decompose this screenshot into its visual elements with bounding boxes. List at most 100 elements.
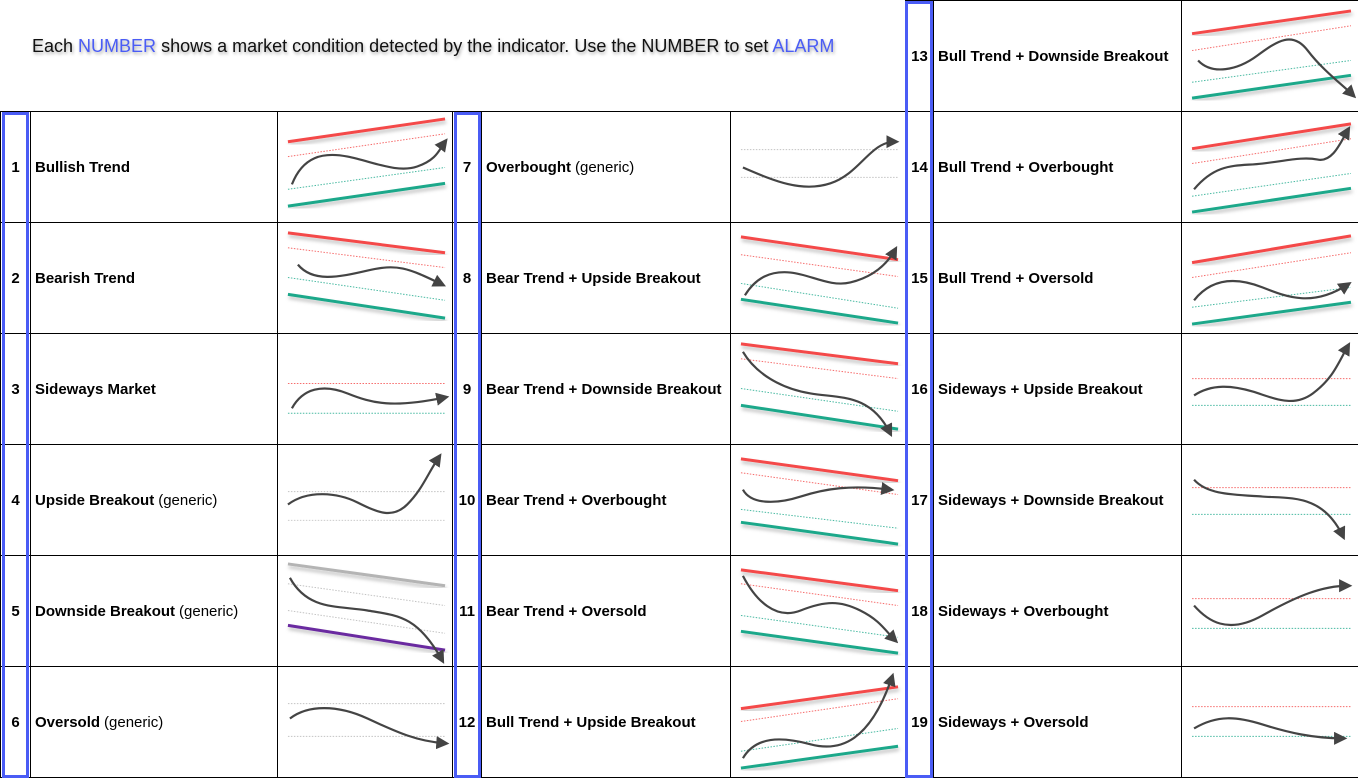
price-arrow-icon [1197, 38, 1357, 99]
condition-number: 11 [452, 555, 482, 667]
band-solid-line [740, 685, 899, 711]
condition-number: 5 [0, 555, 31, 667]
condition-number: 4 [0, 444, 31, 556]
condition-label: Bull Trend + Upside Breakout [481, 666, 731, 778]
condition-diagram [1181, 666, 1358, 778]
condition-label-text: Bear Trend + Overbought [486, 491, 667, 509]
price-arrow-icon [1193, 280, 1352, 301]
condition-diagram [277, 666, 453, 778]
condition-number-text: 11 [459, 602, 475, 620]
condition-label: Overbought (generic) [481, 111, 731, 223]
condition-number: 16 [905, 333, 934, 445]
condition-number-text: 19 [911, 713, 928, 731]
header-number-word: NUMBER [78, 36, 157, 56]
band-dotted-line [287, 277, 446, 301]
band-solid-line [740, 235, 899, 262]
band-dotted-line [287, 583, 446, 607]
band-dotted-line [740, 508, 899, 529]
band-solid-line [1191, 73, 1352, 100]
band-solid-line [1191, 122, 1352, 151]
band-dotted-line [1191, 172, 1352, 197]
condition-number-text: 8 [462, 269, 472, 287]
condition-diagram [1181, 444, 1358, 556]
band-dotted-line [1191, 59, 1352, 83]
condition-label-text: Upside Breakout [35, 491, 155, 509]
condition-label-text: Sideways + Oversold [938, 713, 1089, 731]
condition-diagram [1181, 333, 1358, 445]
condition-label: Sideways + Downside Breakout [933, 444, 1182, 556]
condition-label-text: Bear Trend + Downside Breakout [486, 380, 722, 398]
price-arrow-icon [741, 575, 899, 644]
condition-label-text: Bull Trend + Downside Breakout [938, 47, 1169, 65]
condition-label: Sideways + Overbought [933, 555, 1182, 667]
condition-number-text: 13 [911, 47, 928, 65]
condition-label-text: Bull Trend + Oversold [938, 269, 1094, 287]
band-dotted-line [740, 282, 899, 309]
condition-label-text: Oversold [35, 713, 101, 731]
condition-label: Sideways + Oversold [933, 666, 1182, 778]
price-arrow-icon [288, 577, 445, 664]
band-solid-line [740, 403, 899, 431]
band-dotted-line [287, 167, 446, 190]
condition-number: 10 [452, 444, 482, 556]
header-alarm-word: ALARM [772, 36, 835, 56]
condition-diagram [730, 555, 906, 667]
condition-label-text: Overbought [486, 158, 571, 176]
condition-diagram [277, 333, 453, 445]
condition-number-text: 7 [462, 158, 472, 176]
price-arrow-icon [741, 482, 895, 503]
band-solid-line [1191, 234, 1352, 265]
condition-number-text: 16 [911, 380, 928, 398]
price-arrow-icon [742, 135, 900, 188]
condition-label: Bull Trend + Downside Breakout [933, 0, 1182, 112]
condition-label-text: Bear Trend + Oversold [486, 602, 647, 620]
condition-number-text: 9 [462, 380, 472, 398]
price-arrow-icon [743, 245, 898, 296]
condition-number: 17 [905, 444, 934, 556]
band-solid-line [287, 292, 446, 320]
condition-diagram [277, 111, 453, 223]
band-dotted-line [740, 698, 899, 722]
price-arrow-icon [741, 351, 893, 437]
condition-label: Bear Trend + Overbought [481, 444, 731, 556]
band-dotted-line [1191, 25, 1352, 52]
condition-diagram [277, 555, 453, 667]
band-dotted-line [740, 358, 899, 380]
condition-number-text: 5 [11, 602, 20, 620]
band-solid-line [287, 231, 446, 255]
band-solid-line [287, 623, 446, 652]
condition-number-text: 12 [458, 713, 476, 731]
condition-diagram [730, 111, 906, 223]
condition-label: Sideways + Upside Breakout [933, 333, 1182, 445]
condition-number-text: 4 [11, 491, 20, 509]
condition-note: (generic) [179, 602, 239, 620]
condition-number: 13 [905, 0, 934, 112]
condition-number: 1 [0, 111, 31, 223]
condition-number-text: 17 [911, 491, 928, 509]
condition-number: 14 [905, 111, 934, 223]
condition-diagram [1181, 111, 1358, 223]
price-arrow-icon [741, 672, 896, 759]
condition-diagram [1181, 222, 1358, 334]
band-solid-line [1191, 186, 1352, 214]
condition-label-text: Sideways + Upside Breakout [938, 380, 1143, 398]
condition-label: Bull Trend + Overbought [933, 111, 1182, 223]
condition-label: Bear Trend + Upside Breakout [481, 222, 731, 334]
price-arrow-icon [297, 263, 446, 287]
header-text-1: Each [32, 36, 74, 56]
band-dotted-line [740, 583, 899, 607]
band-solid-line [1191, 9, 1352, 36]
condition-diagram [277, 444, 453, 556]
condition-label-text: Bullish Trend [35, 158, 131, 176]
price-arrow-icon [290, 387, 450, 409]
condition-diagram [1181, 0, 1358, 112]
condition-label: Downside Breakout (generic) [30, 555, 278, 667]
condition-number: 12 [452, 666, 482, 778]
condition-diagram [1181, 555, 1358, 667]
band-solid-line [740, 744, 899, 770]
band-dotted-line [1191, 286, 1352, 308]
band-solid-line [287, 562, 446, 588]
condition-number: 9 [452, 333, 482, 445]
condition-label: Bullish Trend [30, 111, 278, 223]
condition-diagram [730, 333, 906, 445]
